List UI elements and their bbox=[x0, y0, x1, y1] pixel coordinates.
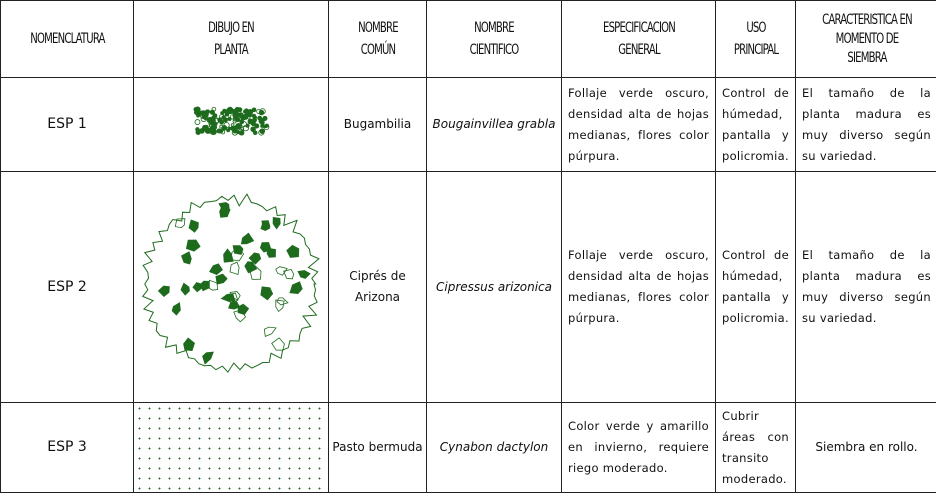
code-cell: ESP 3 bbox=[1, 403, 134, 493]
header-drawing: DIBUJO EN PLANTA bbox=[134, 1, 329, 78]
table-row: ESP 3 Pasto bermuda Cynabon dactylon Col… bbox=[1, 403, 936, 493]
spec-cell: Follaje verde oscuro, densidad alta de h… bbox=[562, 172, 716, 403]
table-row: ESP 1 Bugambilia Bougainvillea grabla Fo… bbox=[1, 78, 936, 172]
header-row: NOMENCLATURA DIBUJO EN PLANTA NOMBRE COM… bbox=[1, 1, 936, 78]
header-use: USO PRINCIPAL bbox=[716, 1, 796, 78]
common-name: Pasto bermuda bbox=[329, 403, 427, 493]
header-nomenclature: NOMENCLATURA bbox=[1, 1, 134, 78]
tree-canopy-icon bbox=[136, 189, 326, 379]
feature-cell: Siembra en rollo. bbox=[796, 403, 936, 493]
shrub-drawing bbox=[134, 78, 329, 172]
common-name: Bugambilia bbox=[329, 78, 427, 172]
use-cell: Control de húmedad, pantalla y policromi… bbox=[716, 172, 796, 403]
header-spec: ESPECIFICACION GENERAL bbox=[562, 1, 716, 78]
scientific-name: Cipressus arizonica bbox=[427, 172, 562, 403]
header-feature: CARACTERISTICA EN MOMENTO DE SIEMBRA bbox=[796, 1, 936, 78]
common-name: Ciprés de Arizona bbox=[329, 172, 427, 403]
scientific-name: Bougainvillea grabla bbox=[427, 78, 562, 172]
feature-cell: El tamaño de la planta madura es muy div… bbox=[796, 172, 936, 403]
grass-drawing bbox=[134, 403, 329, 493]
spec-cell: Color verde y amarillo en invierno, requ… bbox=[562, 403, 716, 493]
use-cell: Cubrir áreas con transito moderado. bbox=[716, 403, 796, 493]
shrub-icon bbox=[191, 104, 271, 138]
header-common-name: NOMBRE COMÚN bbox=[329, 1, 427, 78]
spec-cell: Follaje verde oscuro, densidad alta de h… bbox=[562, 78, 716, 172]
tree-drawing bbox=[134, 172, 329, 403]
scientific-name: Cynabon dactylon bbox=[427, 403, 562, 493]
use-cell: Control de húmedad, pantalla y policromi… bbox=[716, 78, 796, 172]
code-cell: ESP 2 bbox=[1, 172, 134, 403]
header-scientific-name: NOMBRE CIENTIFICO bbox=[427, 1, 562, 78]
feature-cell: El tamaño de la planta madura es muy div… bbox=[796, 78, 936, 172]
table-row: ESP 2 Ciprés de Arizona Cipressus arizon… bbox=[1, 172, 936, 403]
code-cell: ESP 1 bbox=[1, 78, 134, 172]
